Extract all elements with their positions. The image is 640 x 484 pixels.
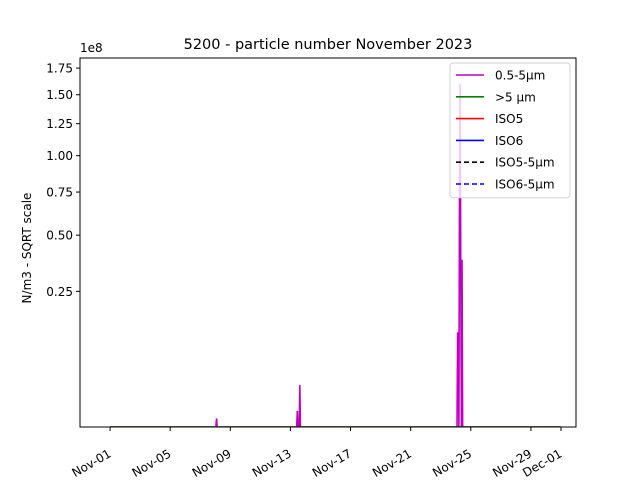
legend: 0.5-5µm >5 µm ISO5 ISO6 ISO5-5µm ISO6-5µm	[449, 62, 571, 199]
y-axis-label: N/m3 - SQRT scale	[20, 193, 34, 304]
series-line-0	[110, 83, 561, 427]
y-tick-label: 0.25	[46, 285, 73, 299]
legend-label-1: >5 µm	[495, 90, 536, 104]
legend-label-0: 0.5-5µm	[495, 69, 545, 83]
legend-label-5: ISO6-5µm	[495, 178, 555, 192]
y-tick-label: 1.00	[46, 149, 73, 163]
x-tick-label: Nov-13	[250, 446, 294, 479]
plot-frame	[79, 57, 577, 428]
y-tick-label: 1.75	[46, 62, 73, 76]
x-tick-label: Nov-01	[69, 446, 113, 479]
y-axis-multiplier: 1e8	[80, 41, 103, 55]
y-tick-label: 1.50	[46, 88, 73, 102]
y-tick-label: 1.25	[46, 117, 73, 131]
chart-title: 5200 - particle number November 2023	[184, 37, 473, 53]
x-tick-label: Nov-17	[310, 446, 354, 479]
legend-label-3: ISO6	[495, 134, 523, 148]
x-tick-label: Nov-25	[430, 446, 474, 479]
x-tick-label: Nov-09	[190, 446, 234, 479]
legend-label-4: ISO5-5µm	[495, 156, 555, 170]
y-tick-label: 0.50	[46, 229, 73, 243]
x-tick-label: Nov-05	[130, 446, 174, 479]
legend-label-2: ISO5	[495, 112, 523, 126]
y-tick-label: 0.75	[46, 186, 73, 200]
x-tick-label: Nov-21	[370, 446, 414, 479]
